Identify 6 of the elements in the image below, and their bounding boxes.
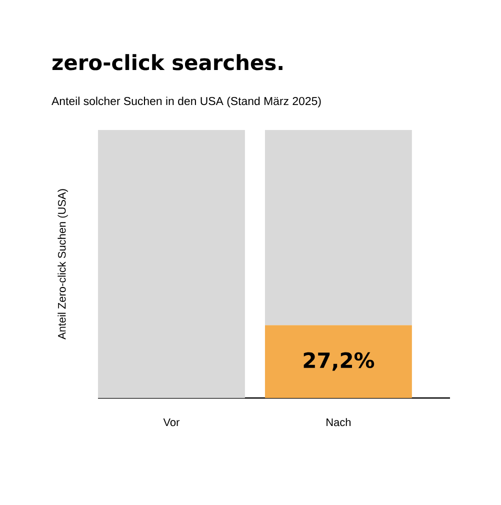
x-tick-label: Vor (163, 418, 180, 426)
y-axis-title: Anteil Zero-click Suchen (USA) (58, 189, 68, 340)
x-tick-label: Nach (326, 418, 351, 426)
data-label: 27,2% (304, 352, 374, 371)
chart-title: zero-click searches. (52, 54, 282, 70)
chart-subtitle: Anteil solcher Suchen in den USA (Stand März 2025) (52, 96, 321, 108)
